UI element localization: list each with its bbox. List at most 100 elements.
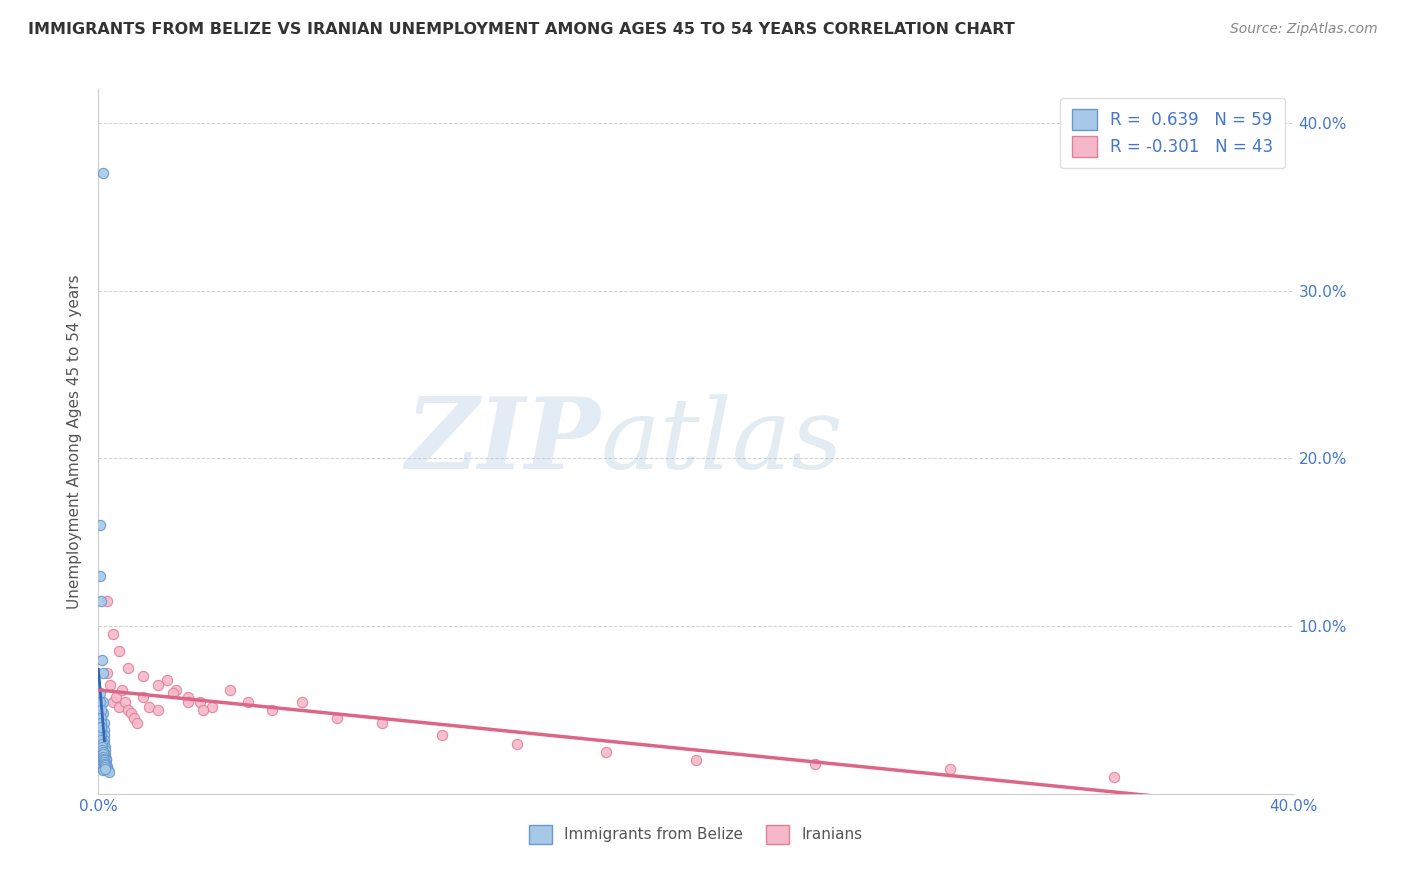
- Point: [103, 695, 125, 709]
- Point: [138, 699, 160, 714]
- Point: [91, 743, 114, 757]
- Point: [804, 756, 827, 771]
- Text: IMMIGRANTS FROM BELIZE VS IRANIAN UNEMPLOYMENT AMONG AGES 45 TO 54 YEARS CORRELA: IMMIGRANTS FROM BELIZE VS IRANIAN UNEMPL…: [28, 22, 1015, 37]
- Point: [97, 765, 120, 780]
- Point: [94, 750, 117, 764]
- Point: [90, 723, 112, 738]
- Point: [108, 644, 131, 658]
- Point: [91, 666, 114, 681]
- Point: [148, 703, 170, 717]
- Point: [114, 695, 136, 709]
- Point: [156, 673, 179, 687]
- Point: [93, 745, 115, 759]
- Point: [90, 737, 112, 751]
- Point: [94, 762, 117, 776]
- Point: [90, 720, 112, 734]
- Point: [132, 669, 155, 683]
- Point: [93, 739, 115, 754]
- Point: [91, 750, 114, 764]
- Point: [91, 747, 114, 761]
- Point: [93, 755, 115, 769]
- Point: [91, 166, 114, 180]
- Point: [96, 666, 118, 681]
- Point: [93, 756, 115, 771]
- Point: [98, 678, 122, 692]
- Point: [93, 737, 115, 751]
- Point: [148, 678, 170, 692]
- Point: [260, 703, 283, 717]
- Point: [162, 686, 184, 700]
- Point: [127, 716, 149, 731]
- Point: [90, 728, 112, 742]
- Point: [685, 753, 707, 767]
- Point: [1104, 770, 1126, 784]
- Point: [236, 695, 259, 709]
- Point: [90, 737, 112, 751]
- Point: [105, 690, 128, 704]
- Point: [96, 760, 118, 774]
- Point: [90, 750, 112, 764]
- Point: [371, 716, 394, 731]
- Point: [291, 695, 314, 709]
- Point: [94, 747, 117, 761]
- Point: [191, 703, 214, 717]
- Point: [326, 711, 349, 725]
- Point: [103, 627, 125, 641]
- Point: [117, 661, 139, 675]
- Point: [94, 753, 117, 767]
- Point: [91, 762, 114, 776]
- Point: [96, 756, 118, 771]
- Point: [188, 695, 211, 709]
- Point: [219, 682, 242, 697]
- Point: [89, 695, 111, 709]
- Point: [89, 518, 111, 533]
- Point: [89, 711, 111, 725]
- Point: [89, 568, 111, 582]
- Point: [90, 737, 112, 751]
- Point: [93, 728, 115, 742]
- Point: [89, 703, 111, 717]
- Point: [111, 682, 134, 697]
- Legend: Immigrants from Belize, Iranians: Immigrants from Belize, Iranians: [523, 819, 869, 850]
- Point: [90, 716, 112, 731]
- Point: [94, 751, 117, 765]
- Point: [91, 756, 114, 771]
- Point: [97, 764, 120, 778]
- Point: [132, 690, 155, 704]
- Point: [595, 745, 617, 759]
- Point: [93, 751, 115, 765]
- Point: [93, 716, 115, 731]
- Point: [89, 720, 111, 734]
- Point: [108, 699, 131, 714]
- Point: [96, 594, 118, 608]
- Point: [93, 733, 115, 747]
- Point: [96, 762, 118, 776]
- Point: [93, 758, 115, 772]
- Text: Source: ZipAtlas.com: Source: ZipAtlas.com: [1230, 22, 1378, 37]
- Point: [91, 764, 114, 778]
- Point: [120, 706, 142, 721]
- Point: [91, 745, 114, 759]
- Point: [90, 728, 112, 742]
- Text: ZIP: ZIP: [405, 393, 600, 490]
- Point: [94, 743, 117, 757]
- Point: [165, 682, 187, 697]
- Point: [91, 760, 114, 774]
- Point: [124, 711, 146, 725]
- Point: [90, 739, 112, 754]
- Point: [91, 653, 114, 667]
- Point: [430, 728, 453, 742]
- Y-axis label: Unemployment Among Ages 45 to 54 years: Unemployment Among Ages 45 to 54 years: [67, 274, 83, 609]
- Point: [177, 690, 200, 704]
- Point: [506, 737, 529, 751]
- Point: [90, 733, 112, 747]
- Point: [201, 699, 224, 714]
- Text: atlas: atlas: [600, 394, 844, 489]
- Point: [94, 760, 117, 774]
- Point: [177, 695, 200, 709]
- Point: [89, 594, 111, 608]
- Point: [93, 723, 115, 738]
- Point: [91, 753, 114, 767]
- Point: [91, 695, 114, 709]
- Point: [939, 762, 962, 776]
